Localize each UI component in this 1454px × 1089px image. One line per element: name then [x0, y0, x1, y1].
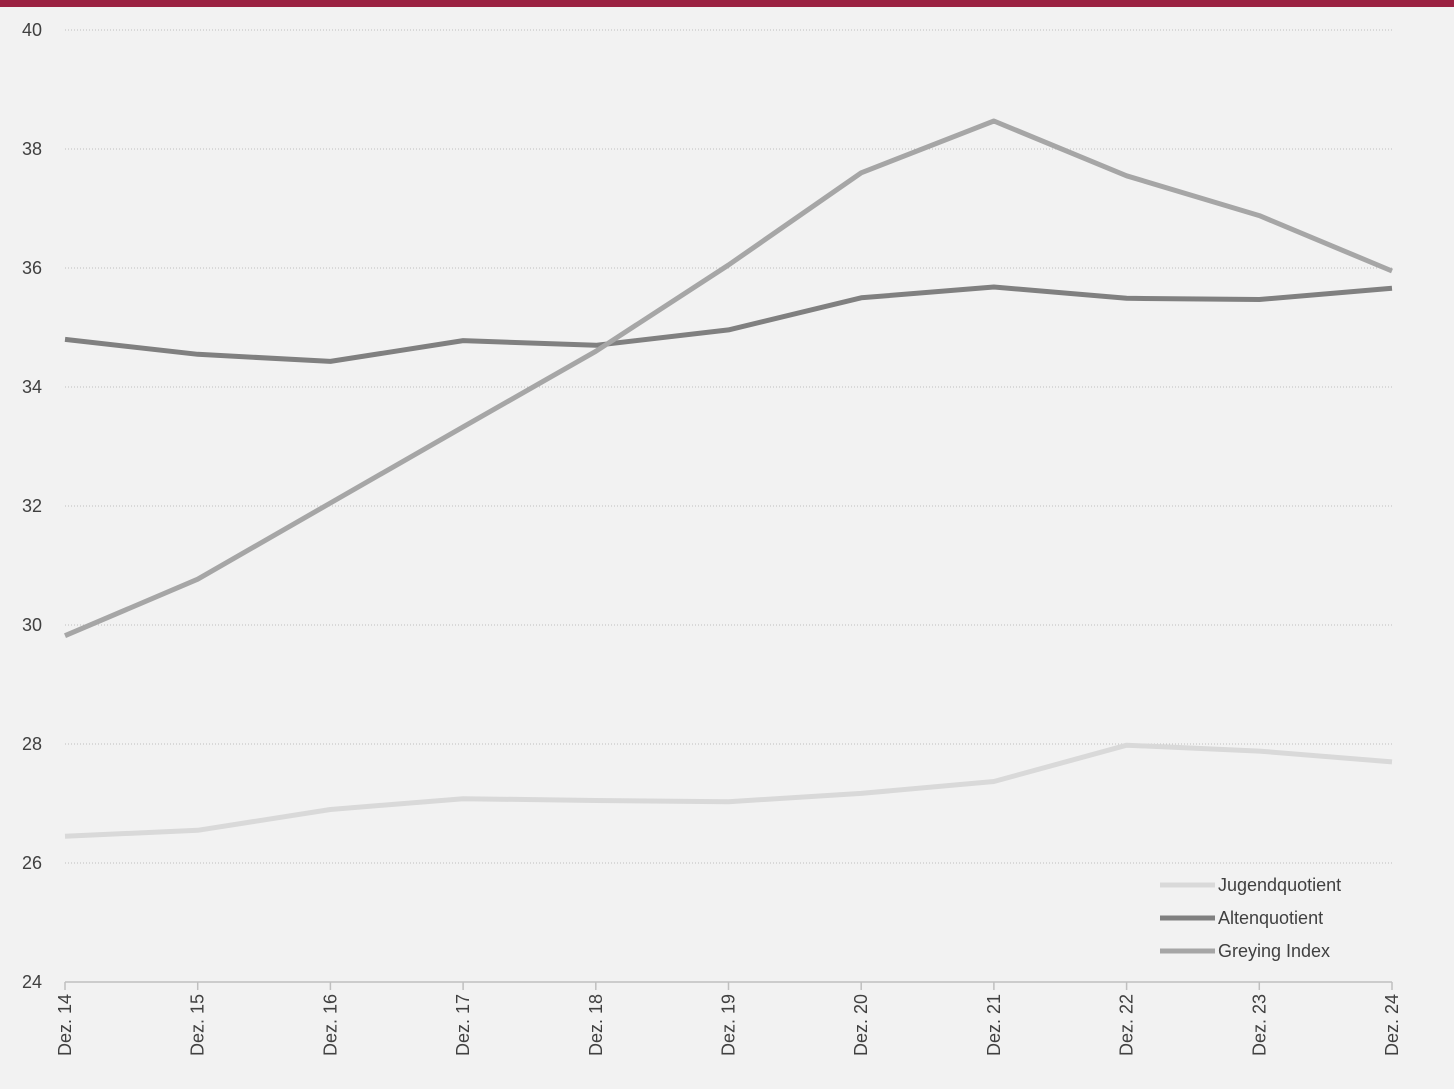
x-tick-label: Dez. 24 [1382, 994, 1402, 1056]
y-tick-label: 36 [22, 258, 42, 278]
y-tick-label: 26 [22, 853, 42, 873]
x-tick-label: Dez. 22 [1117, 994, 1137, 1056]
y-tick-label: 24 [22, 972, 42, 992]
series-line-altenquotient [64, 284, 1393, 364]
y-tick-label: 30 [22, 615, 42, 635]
x-tick-label: Dez. 14 [55, 994, 75, 1056]
x-tick-label: Dez. 16 [320, 994, 340, 1056]
x-tick-label: Dez. 17 [453, 994, 473, 1056]
series-lines [64, 118, 1393, 839]
y-tick-label: 28 [22, 734, 42, 754]
x-tick-label: Dez. 21 [984, 994, 1004, 1056]
x-tick-label: Dez. 23 [1249, 994, 1269, 1056]
gridlines [65, 29, 1392, 864]
axes: 24 26 28 30 32 34 36 38 40 Dez. 14 Dez. 15 Dez. 16 D… [22, 20, 1402, 1056]
legend-label: Altenquotient [1218, 908, 1323, 928]
legend-label: Jugendquotient [1218, 875, 1341, 895]
series-line-greying-index [64, 118, 1393, 639]
x-tick-label: Dez. 20 [851, 994, 871, 1056]
y-tick-label: 32 [22, 496, 42, 516]
x-tick-label: Dez. 19 [719, 994, 739, 1056]
y-tick-label: 38 [22, 139, 42, 159]
top-accent-bar [0, 0, 1454, 7]
legend: Jugendquotient Altenquotient Greying Index [1160, 875, 1341, 961]
legend-label: Greying Index [1218, 941, 1330, 961]
x-tick-label: Dez. 15 [188, 994, 208, 1056]
y-tick-label: 40 [22, 20, 42, 40]
x-tick-label: Dez. 18 [586, 994, 606, 1056]
series-line-jugendquotient [64, 742, 1393, 839]
y-tick-label: 34 [22, 377, 42, 397]
